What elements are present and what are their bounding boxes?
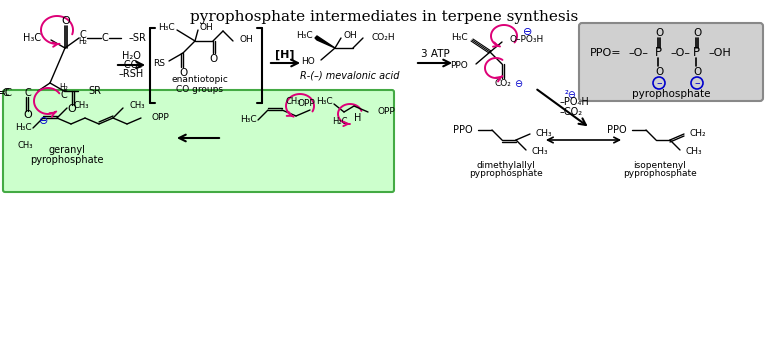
Text: C: C bbox=[25, 88, 31, 98]
Text: PPO: PPO bbox=[450, 62, 468, 71]
Text: CH₂: CH₂ bbox=[690, 129, 707, 139]
Polygon shape bbox=[315, 36, 335, 48]
Text: H₂: H₂ bbox=[60, 83, 68, 93]
Text: ⊖: ⊖ bbox=[39, 116, 48, 126]
Text: OH: OH bbox=[239, 34, 253, 44]
Text: P: P bbox=[654, 47, 661, 59]
Text: O=C: O=C bbox=[0, 88, 10, 98]
Text: O: O bbox=[693, 28, 701, 38]
Text: –RSH: –RSH bbox=[118, 69, 144, 79]
Text: H₂O: H₂O bbox=[121, 51, 141, 61]
Text: –CO₂: –CO₂ bbox=[120, 60, 143, 70]
Text: pyrophosphate intermediates in terpene synthesis: pyrophosphate intermediates in terpene s… bbox=[190, 10, 578, 24]
Text: P: P bbox=[693, 47, 700, 59]
Text: ⊖: ⊖ bbox=[514, 79, 522, 89]
Text: –O–: –O– bbox=[670, 48, 690, 58]
Text: pyrophosphate: pyrophosphate bbox=[30, 155, 104, 165]
Text: CH₃: CH₃ bbox=[536, 129, 553, 139]
Text: O: O bbox=[24, 110, 32, 120]
Text: dimethylallyl: dimethylallyl bbox=[477, 161, 535, 169]
Text: CH₃: CH₃ bbox=[532, 147, 548, 156]
FancyBboxPatch shape bbox=[3, 90, 394, 192]
Text: H₃C: H₃C bbox=[316, 97, 333, 106]
Text: geranyl: geranyl bbox=[48, 145, 85, 155]
Text: CO₂H: CO₂H bbox=[371, 33, 395, 43]
Text: –OH: –OH bbox=[708, 48, 730, 58]
Text: O: O bbox=[655, 28, 663, 38]
Text: O: O bbox=[68, 104, 76, 114]
Text: isopentenyl: isopentenyl bbox=[634, 161, 687, 169]
Text: O: O bbox=[655, 67, 663, 77]
Text: O–PO₃H: O–PO₃H bbox=[510, 35, 545, 45]
Text: O: O bbox=[61, 16, 71, 26]
Text: C: C bbox=[101, 33, 108, 43]
Text: O: O bbox=[693, 67, 701, 77]
Text: CH₃: CH₃ bbox=[73, 101, 88, 111]
Text: CH₃: CH₃ bbox=[286, 97, 302, 106]
Text: OH: OH bbox=[343, 31, 357, 41]
Text: H₂C: H₂C bbox=[333, 118, 348, 126]
Text: pyrophosphate: pyrophosphate bbox=[632, 89, 710, 99]
Text: CH₃: CH₃ bbox=[686, 147, 703, 156]
Text: –SR: –SR bbox=[129, 33, 147, 43]
Text: CH₃: CH₃ bbox=[129, 101, 144, 111]
Text: RS: RS bbox=[153, 58, 165, 68]
Text: H₃C: H₃C bbox=[240, 116, 257, 124]
Text: SR: SR bbox=[88, 86, 101, 96]
Text: –CO₂: –CO₂ bbox=[560, 107, 583, 117]
Text: H₂: H₂ bbox=[78, 38, 88, 47]
Text: OPP: OPP bbox=[297, 99, 315, 108]
Text: CO groups: CO groups bbox=[177, 84, 223, 94]
Text: –: – bbox=[694, 78, 700, 88]
Text: PPO: PPO bbox=[453, 125, 473, 135]
Text: OPP: OPP bbox=[151, 114, 169, 122]
Text: O: O bbox=[179, 68, 187, 78]
Text: H: H bbox=[354, 113, 362, 123]
Text: H₃C: H₃C bbox=[296, 31, 313, 41]
Text: pyprophosphate: pyprophosphate bbox=[623, 169, 697, 178]
Text: PPO: PPO bbox=[607, 125, 627, 135]
Text: ⊖: ⊖ bbox=[523, 27, 533, 37]
Text: ²⊖: ²⊖ bbox=[565, 90, 577, 100]
Text: CO₂: CO₂ bbox=[495, 79, 511, 89]
Text: pyprophosphate: pyprophosphate bbox=[469, 169, 543, 178]
Text: OPP: OPP bbox=[378, 107, 396, 117]
FancyBboxPatch shape bbox=[579, 23, 763, 101]
Text: –O–: –O– bbox=[628, 48, 648, 58]
Text: =C: =C bbox=[0, 88, 13, 98]
Text: R-(–) mevalonic acid: R-(–) mevalonic acid bbox=[300, 71, 400, 81]
Text: O: O bbox=[209, 54, 217, 64]
Text: –: – bbox=[656, 78, 662, 88]
Text: OH: OH bbox=[200, 24, 214, 32]
Text: enantiotopic: enantiotopic bbox=[171, 74, 228, 83]
Text: H₃C: H₃C bbox=[15, 123, 31, 132]
Text: C: C bbox=[61, 90, 68, 100]
Text: PPO=: PPO= bbox=[590, 48, 621, 58]
Text: HO: HO bbox=[301, 57, 315, 67]
Text: –PO₄H: –PO₄H bbox=[560, 97, 590, 107]
Text: [H]: [H] bbox=[275, 50, 295, 60]
Text: C: C bbox=[80, 30, 86, 40]
Text: CH₃: CH₃ bbox=[17, 142, 32, 150]
Text: H₃C: H₃C bbox=[158, 24, 175, 32]
Text: H₃C: H₃C bbox=[23, 33, 41, 43]
Text: H₃C: H₃C bbox=[452, 33, 468, 43]
Text: 3 ATP: 3 ATP bbox=[421, 49, 449, 59]
